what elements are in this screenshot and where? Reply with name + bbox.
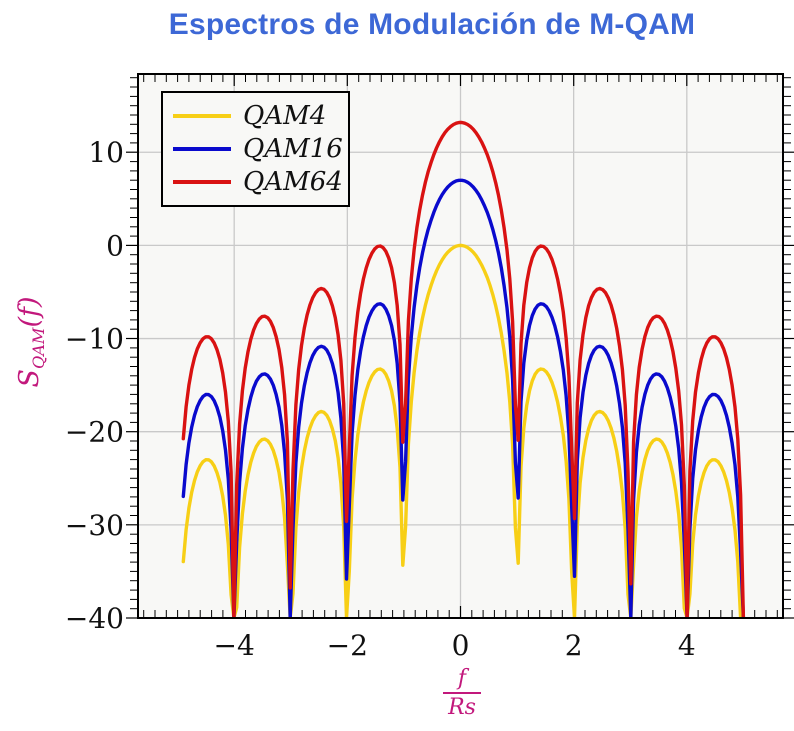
y-axis-label: SQAM(f) [13, 296, 49, 388]
legend: QAM4 QAM16 QAM64 [161, 91, 350, 207]
svg-text:0: 0 [452, 629, 470, 662]
legend-line-qam64 [173, 180, 231, 185]
svg-text:4: 4 [678, 629, 696, 662]
svg-text:10: 10 [88, 136, 124, 169]
legend-label-qam64: QAM64 [243, 167, 343, 198]
svg-text:−30: −30 [65, 509, 124, 542]
legend-label-qam4: QAM4 [243, 100, 327, 131]
legend-item-qam64: QAM64 [173, 169, 343, 195]
fraction-bar [443, 692, 481, 695]
legend-line-qam16 [173, 146, 231, 151]
svg-text:2: 2 [565, 629, 583, 662]
svg-text:0: 0 [106, 229, 124, 262]
legend-item-qam4: QAM4 [173, 103, 338, 129]
legend-line-qam4 [173, 113, 231, 118]
svg-text:−4: −4 [214, 629, 255, 662]
svg-text:−10: −10 [65, 323, 124, 356]
chart-title: Espectros de Modulación de M-QAM [168, 8, 696, 41]
svg-text:−40: −40 [65, 602, 124, 635]
legend-item-qam16: QAM16 [173, 136, 343, 162]
x-axis-label: f Rs [431, 667, 493, 719]
legend-label-qam16: QAM16 [243, 133, 343, 164]
x-axis-label-numerator: f [457, 666, 467, 691]
svg-text:−20: −20 [65, 416, 124, 449]
svg-text:−2: −2 [327, 629, 368, 662]
x-axis-label-denominator: Rs [448, 695, 476, 721]
